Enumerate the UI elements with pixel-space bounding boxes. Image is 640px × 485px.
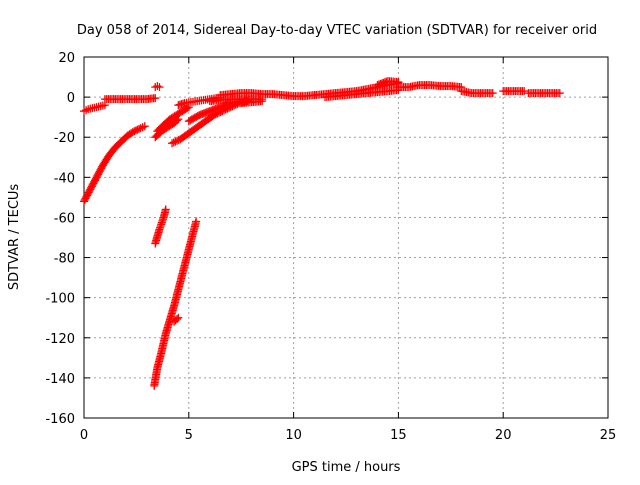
y-tick-label: -160 [45, 412, 75, 427]
series-14 [237, 97, 267, 108]
y-tick-label: -100 [45, 292, 75, 307]
y-tick-label: 0 [67, 91, 75, 106]
plot-frame [83, 56, 609, 419]
x-tick-label: 15 [390, 428, 407, 443]
y-tick-label: -80 [54, 252, 75, 267]
y-tick-label: 20 [58, 51, 75, 66]
x-tick-label: 20 [495, 428, 512, 443]
x-tick-label: 10 [285, 428, 302, 443]
y-axis-label: SDTVAR / TECUs [7, 184, 22, 291]
data-point [172, 116, 181, 125]
data-point [520, 87, 529, 96]
x-tick-label: 25 [600, 428, 617, 443]
grid-lines [84, 57, 608, 418]
y-tick-label: -140 [45, 372, 75, 387]
data-point [161, 205, 170, 214]
series-19 [457, 87, 497, 98]
series-1 [100, 94, 160, 104]
y-tick-label: -40 [54, 171, 75, 186]
data-point [488, 89, 497, 98]
series-0 [80, 101, 109, 116]
data-point [168, 139, 177, 148]
data-point [555, 89, 564, 98]
x-tick-label: 0 [80, 428, 88, 443]
series-2 [80, 122, 149, 206]
x-tick-label: 5 [185, 428, 193, 443]
chart-title: Day 058 of 2014, Sidereal Day-to-day VTE… [77, 23, 597, 38]
data-point [258, 97, 267, 106]
series-16 [321, 86, 403, 102]
series-7 [150, 217, 201, 390]
data-point [155, 83, 164, 92]
series-20 [499, 87, 529, 96]
y-tick-label: -120 [45, 332, 75, 347]
series-8 [170, 313, 183, 326]
series-5 [153, 103, 193, 136]
x-axis-label: GPS time / hours [292, 460, 401, 475]
data-point [173, 136, 182, 145]
y-tick-label: -20 [54, 131, 75, 146]
data-points [80, 77, 564, 390]
data-point [172, 315, 181, 324]
data-point [151, 94, 160, 103]
data-point [140, 122, 149, 131]
data-point [192, 217, 201, 226]
data-point [174, 313, 183, 322]
series-3 [151, 82, 164, 92]
data-point [135, 124, 144, 133]
data-point [171, 137, 180, 146]
y-tick-label: -60 [54, 211, 75, 226]
series-18 [394, 81, 466, 92]
data-point [169, 138, 178, 147]
series-6 [151, 205, 170, 248]
axis-ticks: -160 -140 -120 -100 -80 -60 -40 -20 0 20 0 5 10 15 20 2… [45, 51, 616, 443]
series-21 [524, 89, 564, 98]
series-13 [216, 89, 319, 101]
